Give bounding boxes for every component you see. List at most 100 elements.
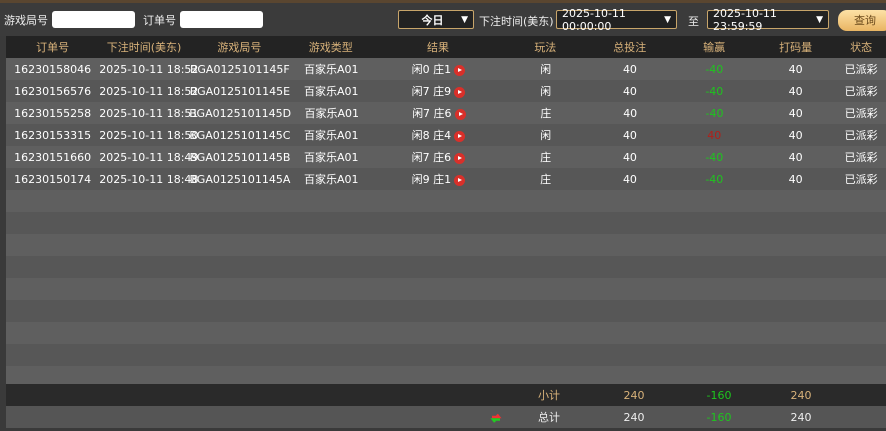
cell-bet: 40: [587, 107, 674, 120]
play-text: 庄: [540, 173, 552, 186]
cell-order: 16230155258: [6, 107, 99, 120]
table-header: 订单号 下注时间(美东) 游戏局号 游戏类型 结果 玩法 总投注 输赢 打码量 状态: [6, 36, 886, 58]
round-label: 游戏局号: [4, 13, 48, 27]
result-text: 闲7 庄6: [411, 151, 452, 164]
valid-text: 40: [788, 150, 803, 164]
play-text: 闲: [540, 85, 552, 98]
game-text: 百家乐A01: [303, 151, 359, 164]
cell-game: 百家乐A01: [291, 127, 372, 143]
play-video-icon[interactable]: [454, 130, 466, 142]
column-header: 玩法: [534, 41, 557, 54]
cell-game: 百家乐A01: [291, 61, 372, 77]
table-row[interactable]: 16230156576 2025-10-11 18:52 BGA0125101145…: [6, 80, 886, 102]
cell-valid: 40: [755, 107, 836, 120]
total-valid: 240: [790, 410, 812, 424]
game-text: 百家乐A01: [303, 85, 359, 98]
cell-bet: 40: [586, 85, 673, 98]
chevron-down-icon: ▼: [461, 14, 468, 25]
cell-bet: 40: [586, 63, 673, 76]
cell-bet: 40: [586, 129, 673, 142]
cell-status: 已派彩: [836, 149, 886, 165]
cell-status: 已派彩: [836, 127, 886, 143]
cell-time: 2025-10-11 18:51: [99, 107, 198, 120]
valid-text: 40: [788, 62, 803, 76]
play-video-icon[interactable]: [454, 174, 466, 186]
cell-round: BGA0125101145A: [189, 173, 290, 186]
play-video-icon[interactable]: [454, 108, 466, 120]
win-text: -40: [705, 172, 724, 186]
time-text: 2025-10-11 18:51: [99, 106, 199, 120]
subtotal-win: -160: [706, 388, 732, 402]
round-input[interactable]: [52, 11, 135, 28]
valid-text: 40: [788, 128, 803, 142]
win-text: -40: [705, 106, 724, 120]
column-header: 状态: [850, 41, 873, 54]
end-time-select[interactable]: 2025-10-11 23:59:59 ▼: [707, 7, 829, 33]
total-win: -160: [706, 410, 732, 424]
order-input[interactable]: [180, 11, 263, 28]
cell-order: 16230150174: [6, 173, 99, 186]
cell-round: BGA0125101145E: [189, 85, 290, 98]
refresh-icon[interactable]: [490, 412, 502, 424]
cell-win: 40: [674, 129, 755, 142]
order-label: 订单号: [143, 13, 176, 27]
query-button[interactable]: 查询: [838, 10, 886, 31]
result-text: 闲8 庄4: [411, 129, 452, 142]
cell-result: 闲7 庄9: [372, 83, 505, 99]
start-time-select[interactable]: 2025-10-11 00:00:00 ▼: [556, 7, 677, 33]
table-row[interactable]: 16230155258 2025-10-11 18:51 BGA0125101145…: [6, 102, 886, 124]
subtotal-valid: 240: [790, 388, 812, 402]
table-row[interactable]: 16230150174 2025-10-11 18:48 BGA0125101145…: [6, 168, 886, 190]
time-text: 2025-10-11 18:50: [99, 128, 199, 142]
total-row: 总计 240 -160 240: [6, 406, 886, 428]
play-video-icon[interactable]: [454, 152, 466, 164]
round-text: BGA0125101145E: [189, 84, 291, 98]
order-text: 16230155258: [14, 106, 92, 120]
cell-game: 百家乐A01: [291, 105, 372, 121]
cell-round: BGA0125101145B: [189, 151, 290, 164]
table-row[interactable]: 16230158046 2025-10-11 18:52 BGA0125101145…: [6, 58, 886, 80]
status-text: 已派彩: [844, 151, 878, 164]
game-text: 百家乐A01: [303, 63, 359, 76]
time-text: 2025-10-11 18:49: [99, 150, 199, 164]
cell-status: 已派彩: [836, 171, 886, 187]
play-text: 闲: [540, 63, 552, 76]
column-header: 结果: [427, 41, 450, 54]
to-label: 至: [688, 15, 699, 28]
table-row[interactable]: 16230153315 2025-10-11 18:50 BGA0125101145…: [6, 124, 886, 146]
round-text: BGA0125101145B: [189, 150, 291, 164]
win-text: 40: [707, 128, 722, 142]
column-header: 打码量: [779, 41, 813, 54]
cell-round: BGA0125101145D: [189, 107, 291, 120]
cell-win: -40: [674, 107, 755, 120]
cell-status: 已派彩: [836, 105, 886, 121]
period-select[interactable]: 今日 ▼: [398, 10, 474, 29]
cell-play: 庄: [505, 105, 586, 121]
top-border: [0, 0, 886, 3]
cell-win: -40: [674, 151, 755, 164]
cell-play: 闲: [505, 61, 586, 77]
round-text: BGA0125101145F: [190, 62, 290, 76]
game-text: 百家乐A01: [303, 129, 359, 142]
bet-text: 40: [622, 150, 637, 164]
bet-text: 40: [622, 84, 637, 98]
play-video-icon[interactable]: [454, 64, 466, 76]
result-text: 闲0 庄1: [411, 63, 452, 76]
valid-text: 40: [788, 172, 803, 186]
cell-round: BGA0125101145F: [189, 63, 290, 76]
result-text: 闲7 庄6: [412, 107, 452, 120]
play-video-icon[interactable]: [454, 86, 466, 98]
cell-valid: 40: [755, 85, 836, 98]
cell-valid: 40: [755, 173, 836, 186]
cell-time: 2025-10-11 18:52: [99, 63, 198, 76]
game-text: 百家乐A01: [304, 107, 359, 120]
valid-text: 40: [788, 84, 803, 98]
cell-valid: 40: [755, 151, 836, 164]
time-text: 2025-10-11 18:52: [99, 84, 199, 98]
cell-order: 16230156576: [6, 85, 99, 98]
round-text: BGA0125101145A: [189, 172, 291, 186]
table-row[interactable]: 16230151660 2025-10-11 18:49 BGA0125101145…: [6, 146, 886, 168]
status-text: 已派彩: [844, 63, 878, 76]
column-header: 下注时间(美东): [106, 41, 182, 54]
subtotal-label: 小计: [538, 389, 560, 402]
